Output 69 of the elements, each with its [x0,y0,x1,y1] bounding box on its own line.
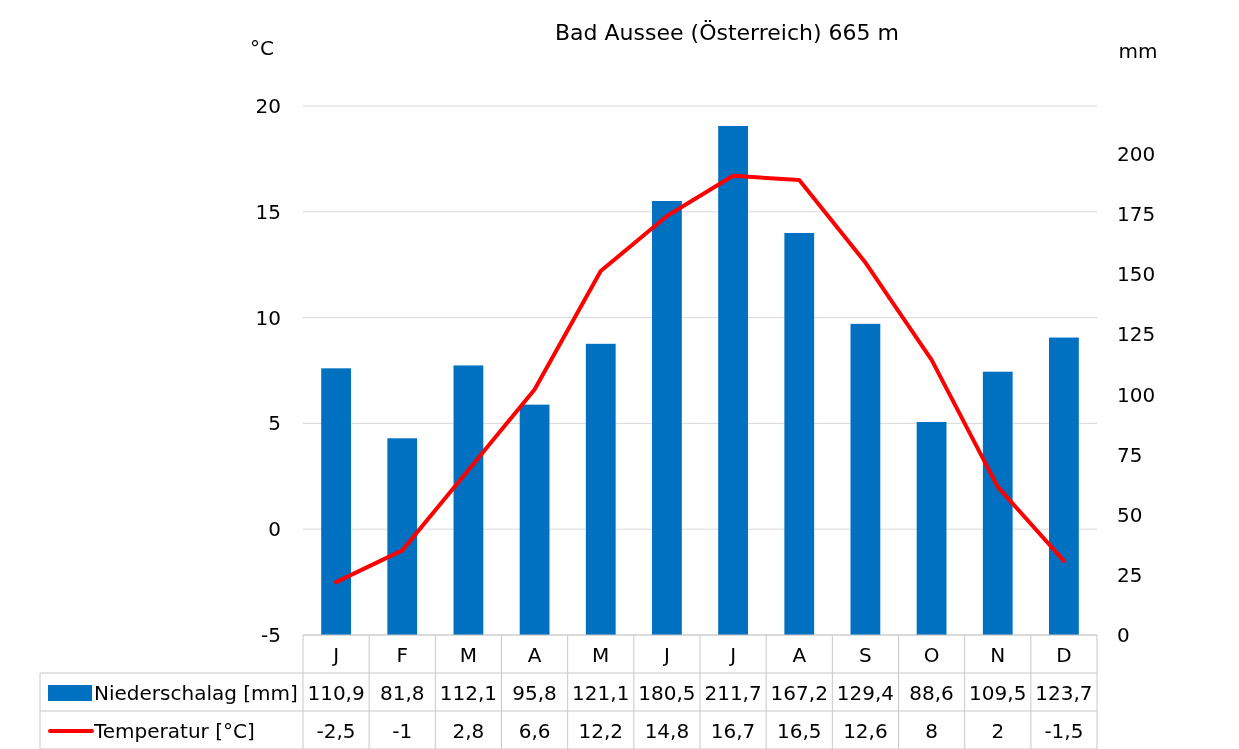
legend-label: Temperatur [°C] [93,719,255,743]
data-label: 180,5 [638,681,696,705]
x-tick-label: J [728,643,737,667]
line-series [334,173,1066,585]
y2-tick-label: 25 [1117,562,1143,587]
y2-tick-label: 175 [1117,202,1156,227]
data-label: 95,8 [512,681,557,705]
data-label: 81,8 [379,681,425,705]
data-label: 6,6 [518,719,551,743]
y-tick-label: 0 [268,517,281,542]
bar [850,323,881,635]
y2-tick-label: 200 [1117,142,1156,167]
data-label: 2 [991,719,1005,743]
bar [916,421,947,635]
data-label: 2,8 [452,719,485,743]
data-label: 109,5 [969,681,1027,705]
data-label: 88,6 [909,681,954,705]
bar [585,343,616,635]
data-label: 12,2 [578,719,624,743]
bar [519,404,550,635]
legend-label: Niederschalag [mm] [94,681,298,705]
bar [453,365,484,635]
y-tick-label: 10 [255,305,281,330]
data-label: 14,8 [644,719,690,743]
data-label: 123,7 [1035,681,1093,705]
data-label: 16,7 [710,719,756,743]
x-tick-label: F [396,643,409,667]
x-tick-label: O [923,643,940,667]
y-tick-label: 5 [268,411,281,436]
x-tick-label: S [859,643,872,667]
bar [784,232,815,635]
x-tick-label: A [792,643,807,667]
data-label: 167,2 [770,681,828,705]
data-label: 12,6 [843,719,888,743]
bar [1049,337,1079,635]
data-label: 112,1 [439,681,498,705]
data-label: 211,7 [704,681,762,705]
y2-axis-title: mm [1118,39,1158,63]
x-tick-label: D [1056,643,1072,667]
data-label: 110,9 [307,681,365,705]
y2-tick-label: 125 [1117,322,1156,347]
x-tick-label: J [661,643,670,667]
y2-tick-label: 150 [1117,262,1156,287]
data-label: 121,1 [572,681,630,705]
bar [387,438,418,635]
bar [652,200,682,635]
x-tick-label: M [592,643,610,667]
y2-tick-label: 75 [1117,442,1143,467]
y2-tick-label: 100 [1117,382,1156,407]
bar [321,368,351,635]
data-label: -1,5 [1044,719,1084,743]
data-label: 129,4 [836,681,895,705]
data-label: 8 [925,719,938,743]
bar [982,371,1013,635]
x-tick-label: N [990,643,1006,667]
data-label: -2,5 [316,719,356,743]
chart-title: Bad Aussee (Österreich) 665 m [555,20,899,45]
y-tick-label: 20 [255,94,281,118]
y2-tick-label: 50 [1117,502,1143,527]
y2-tick-label: 0 [1117,623,1130,647]
x-tick-label: J [331,643,340,667]
y-axis-title: °C [250,36,274,60]
x-tick-label: M [459,643,478,667]
bar [718,125,748,635]
data-label: -1 [392,719,413,743]
y-tick-label: 15 [255,199,281,224]
data-label: 16,5 [776,719,822,743]
x-tick-label: A [527,643,542,667]
y-tick-label: -5 [261,623,281,647]
